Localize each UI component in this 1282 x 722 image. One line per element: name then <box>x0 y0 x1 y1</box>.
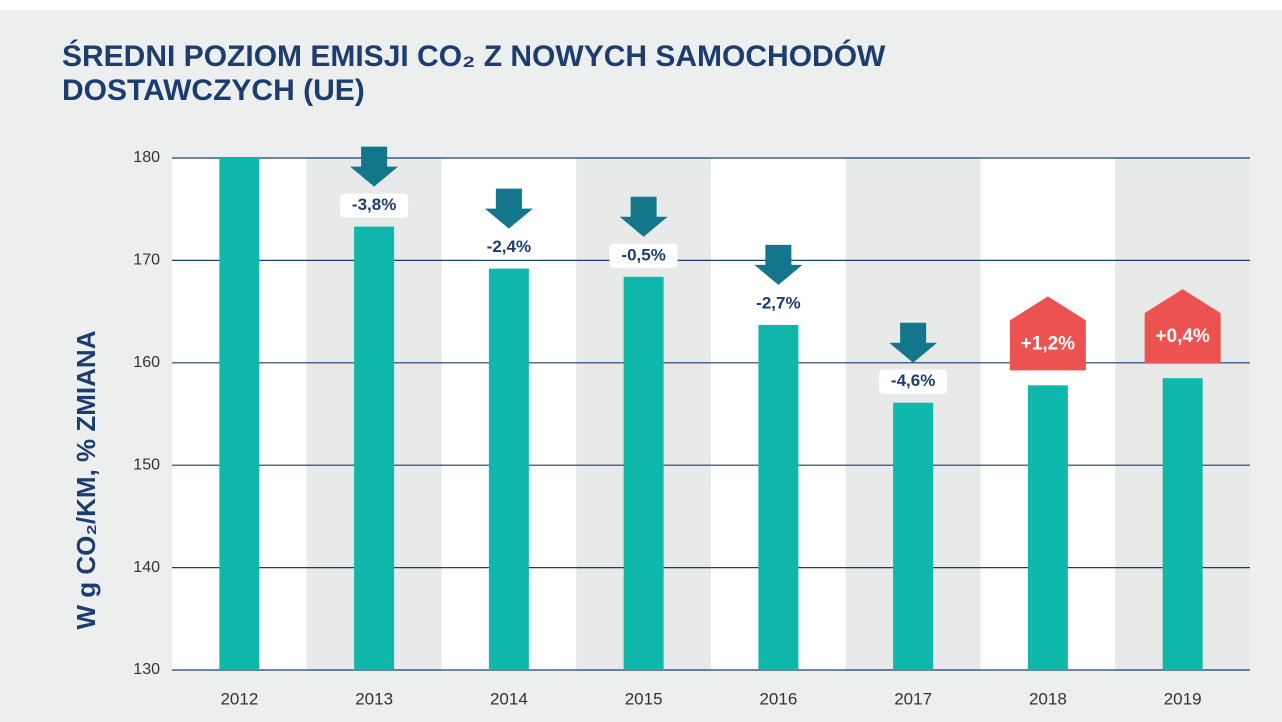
x-tick-label: 2017 <box>894 689 932 708</box>
down-arrow <box>350 146 399 187</box>
bar <box>354 226 395 670</box>
change-label: -4,6% <box>891 371 935 390</box>
change-label: +1,2% <box>1021 333 1076 354</box>
bar <box>1027 385 1068 670</box>
change-label-bg <box>744 291 813 316</box>
x-tick-label: 2018 <box>1029 689 1067 708</box>
y-tick-label: 130 <box>133 661 160 678</box>
change-label: -3,8% <box>352 195 396 214</box>
bar <box>1162 378 1203 670</box>
change-label-bg <box>879 369 948 394</box>
down-arrow <box>484 188 533 229</box>
x-tick-label: 2016 <box>759 689 797 708</box>
y-tick-label: 170 <box>133 252 160 269</box>
bar <box>893 402 934 670</box>
bar <box>219 158 260 670</box>
y-tick-label: 180 <box>133 149 160 166</box>
change-label: -2,4% <box>487 237 531 256</box>
up-arrow <box>1009 296 1086 371</box>
change-label: -2,7% <box>756 293 800 312</box>
y-tick-label: 160 <box>133 354 160 371</box>
change-label-bg <box>474 235 543 260</box>
x-tick-label: 2014 <box>490 689 528 708</box>
x-tick-label: 2013 <box>355 689 393 708</box>
bar <box>758 324 799 670</box>
change-label-bg <box>340 193 409 218</box>
y-axis-label: W g CO₂/KM, % ZMIANA <box>71 330 101 629</box>
up-arrow <box>1144 289 1221 364</box>
down-arrow <box>619 196 668 237</box>
change-label: +0,4% <box>1155 326 1210 347</box>
x-tick-label: 2012 <box>220 689 258 708</box>
bar <box>488 268 529 670</box>
chart-title: ŚREDNI POZIOM EMISJI CO₂ Z NOWYCH SAMOCH… <box>62 40 886 107</box>
down-arrow <box>754 244 803 285</box>
change-label-bg <box>609 243 678 268</box>
x-tick-label: 2015 <box>625 689 663 708</box>
y-tick-label: 140 <box>133 559 160 576</box>
x-tick-label: 2019 <box>1164 689 1202 708</box>
change-label: -0,5% <box>621 245 665 264</box>
bar <box>623 276 664 670</box>
y-tick-label: 150 <box>133 456 160 473</box>
down-arrow <box>889 322 938 363</box>
